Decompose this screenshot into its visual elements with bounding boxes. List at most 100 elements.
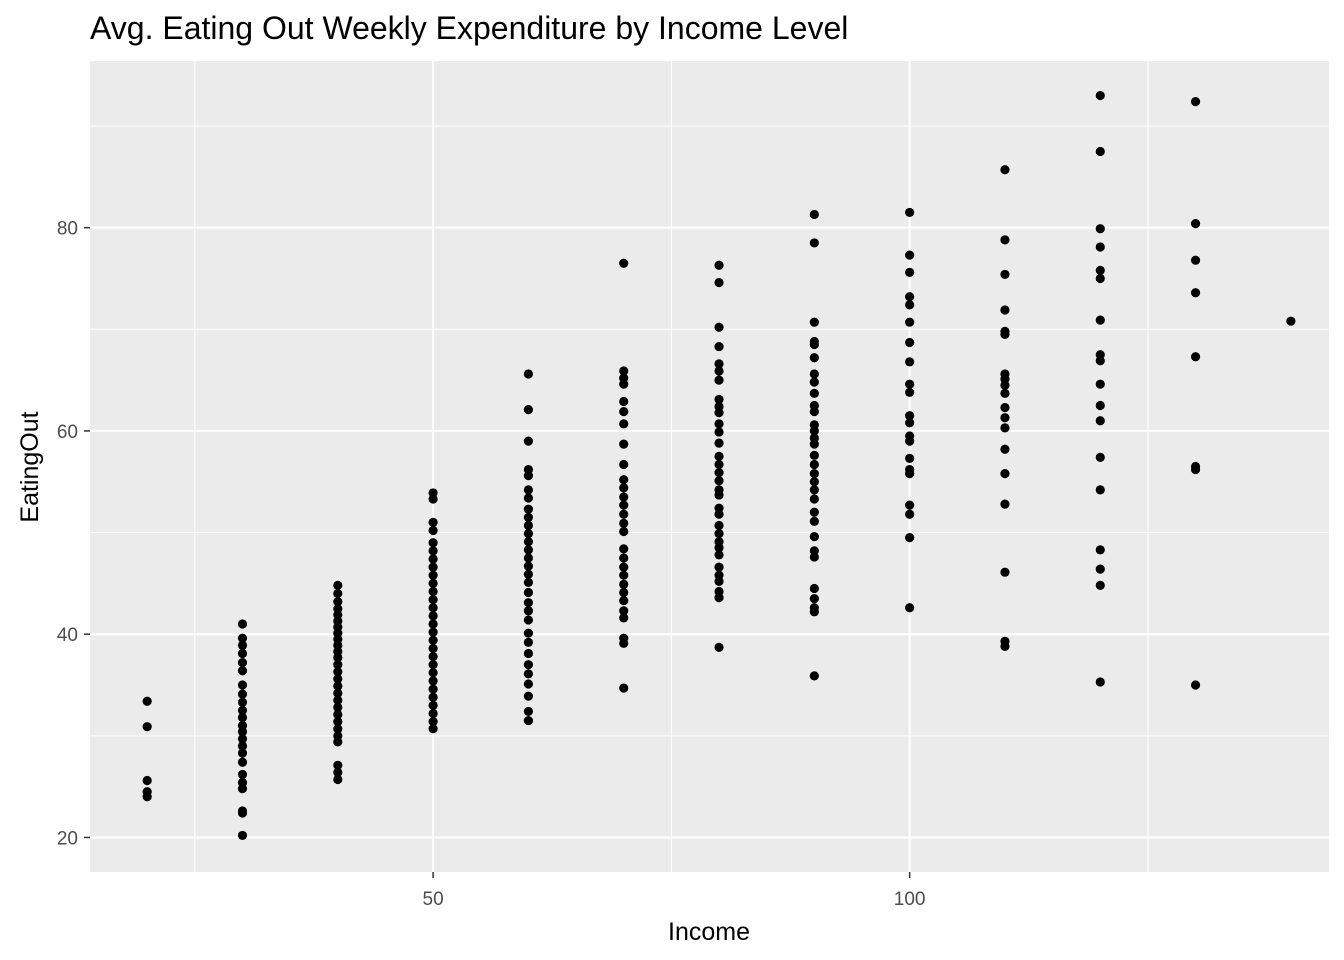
data-point (1000, 380, 1010, 390)
data-point (809, 450, 819, 460)
data-point (523, 553, 534, 563)
data-point (333, 667, 343, 677)
data-point (333, 660, 343, 670)
data-point (237, 830, 248, 841)
data-point (905, 469, 915, 479)
data-point (714, 375, 724, 385)
data-point (809, 469, 819, 479)
data-point (523, 628, 534, 638)
data-point (428, 494, 438, 504)
data-point (237, 666, 248, 676)
data-point (619, 526, 629, 537)
data-point (1000, 235, 1010, 245)
data-point (714, 509, 724, 519)
data-point (905, 267, 915, 277)
data-point (809, 426, 819, 436)
data-point (142, 696, 152, 706)
data-point (1000, 402, 1010, 413)
data-point (1190, 352, 1201, 362)
data-point (809, 238, 819, 248)
data-point (523, 606, 534, 616)
data-point (428, 684, 438, 694)
data-point (905, 387, 915, 397)
data-point (905, 379, 915, 389)
data-point (1190, 288, 1201, 298)
data-point (428, 619, 438, 629)
data-point (523, 520, 534, 531)
data-point (1095, 677, 1105, 687)
data-point (237, 680, 248, 690)
data-point (714, 277, 724, 288)
data-point (619, 379, 629, 389)
data-point (142, 722, 152, 732)
data-point (1095, 265, 1105, 275)
data-point (428, 611, 438, 621)
data-point (714, 408, 724, 418)
data-point (523, 691, 534, 701)
data-point (619, 459, 629, 470)
data-point (428, 627, 438, 637)
data-point (809, 507, 819, 517)
chart-title: Avg. Eating Out Weekly Expenditure by In… (90, 10, 849, 46)
data-point (619, 258, 629, 268)
x-axis-title: Income (668, 918, 750, 946)
data-point (619, 562, 629, 572)
data-point (333, 580, 343, 591)
data-point (237, 619, 248, 629)
data-point (1000, 329, 1010, 339)
data-point (1000, 499, 1010, 509)
data-point (714, 394, 724, 405)
data-point (714, 359, 724, 369)
data-point (809, 552, 819, 562)
data-point (523, 669, 534, 679)
data-point (619, 596, 629, 606)
data-point (905, 337, 915, 348)
data-point (619, 483, 629, 493)
data-point (809, 459, 819, 470)
data-point (714, 322, 724, 332)
data-point (619, 683, 629, 693)
data-point (333, 588, 343, 599)
data-point (237, 734, 248, 744)
data-point (1095, 315, 1105, 325)
data-point (523, 512, 534, 522)
data-point (1095, 379, 1105, 389)
data-point (714, 427, 724, 437)
data-point (333, 597, 343, 607)
x-tick-label: 100 (894, 889, 926, 910)
axis-ticks (84, 226, 911, 878)
data-point (619, 475, 629, 485)
data-point (619, 544, 629, 554)
data-point (1095, 416, 1105, 426)
data-point (619, 518, 629, 529)
data-point (237, 712, 248, 723)
data-point (523, 436, 534, 446)
data-point (1000, 165, 1010, 175)
data-point (237, 741, 248, 751)
data-point (809, 594, 819, 604)
data-point (619, 500, 629, 510)
data-point (714, 366, 724, 376)
data-point (619, 509, 629, 519)
data-point (237, 769, 248, 780)
data-point (523, 569, 534, 579)
data-point (1095, 146, 1105, 157)
data-point (714, 438, 724, 448)
data-point (619, 613, 629, 623)
data-point (428, 603, 438, 613)
x-tick-label: 50 (423, 889, 444, 910)
data-point (333, 681, 343, 691)
data-point (523, 615, 534, 625)
data-point (809, 209, 819, 220)
data-point (1000, 413, 1010, 423)
data-point (333, 767, 343, 778)
data-point (809, 477, 819, 487)
data-point (1095, 90, 1105, 101)
data-point (809, 671, 819, 681)
data-point (333, 774, 343, 785)
data-point (1286, 316, 1296, 326)
data-point (714, 550, 724, 560)
data-point (523, 706, 534, 717)
plot-panel (90, 61, 1329, 872)
data-point (428, 692, 438, 702)
